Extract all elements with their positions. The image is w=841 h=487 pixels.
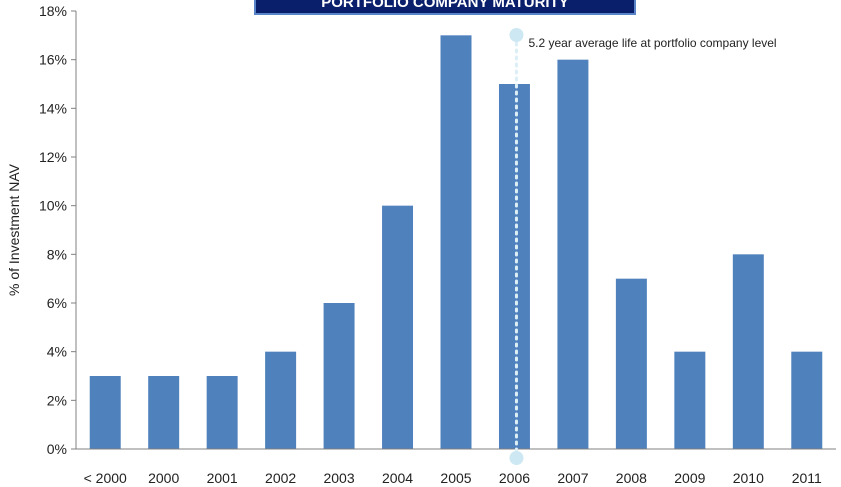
y-tick-label: 18%: [39, 3, 67, 19]
bar-2011: [791, 351, 823, 449]
x-tick-label: 2005: [440, 470, 471, 486]
y-tick-label: 2%: [47, 392, 67, 408]
x-tick-label: 2002: [265, 470, 296, 486]
chart-title-background: [254, 0, 636, 15]
y-axis-title: % of Investment NAV: [6, 163, 22, 296]
bar-2004: [382, 205, 414, 449]
x-tick-label: 2011: [792, 470, 822, 486]
bar-2006: [498, 84, 530, 449]
average-life-label: 5.2 year average life at portfolio compa…: [528, 36, 776, 50]
annotation: 5.2 year average life at portfolio compa…: [509, 28, 777, 465]
x-tick-label: 2006: [499, 470, 530, 486]
x-tick-label: 2008: [616, 470, 647, 486]
x-tick-label: < 2000: [84, 470, 127, 486]
bar-2000: [89, 376, 121, 449]
chart-title: PORTFOLIO COMPANY MATURITY: [321, 0, 569, 11]
x-tick-labels: < 2000 2000 2001 2002 2003 2004 2005 2006 2007 20…: [84, 470, 822, 486]
bar-2009: [674, 351, 706, 449]
x-tick-label: 2003: [323, 470, 354, 486]
average-life-marker-bottom: [509, 451, 524, 465]
bars: [89, 35, 823, 450]
y-tick-label: 12%: [39, 149, 67, 165]
bar-2000: [148, 376, 180, 449]
y-tick-labels: 0% 2% 4% 6% 8% 10% 12% 14% 16% 18%: [39, 3, 76, 457]
y-tick-label: 14%: [39, 100, 67, 116]
y-tick-label: 16%: [39, 52, 67, 68]
y-tick-label: 0%: [47, 441, 67, 457]
y-tick-label: 6%: [47, 295, 67, 311]
bar-2001: [206, 376, 238, 449]
y-tick-label: 10%: [39, 198, 67, 214]
y-tick-label: 8%: [47, 246, 67, 262]
x-tick-label: 2007: [557, 470, 588, 486]
bar-2003: [323, 303, 355, 449]
x-tick-label: 2004: [382, 470, 413, 486]
y-tick-label: 4%: [47, 344, 67, 360]
bar-2005: [440, 35, 472, 449]
x-tick-label: 2001: [207, 470, 238, 486]
bar-2002: [265, 351, 297, 449]
bar-2007: [557, 59, 589, 450]
average-life-marker-top: [509, 28, 524, 42]
x-tick-label: 2010: [733, 470, 764, 486]
bar-2008: [615, 278, 647, 449]
axes: [75, 11, 836, 450]
bar-2010: [732, 254, 764, 449]
x-tick-label: 2000: [148, 470, 179, 486]
chart-title-box: PORTFOLIO COMPANY MATURITY: [254, 0, 636, 15]
x-tick-label: 2009: [674, 470, 705, 486]
